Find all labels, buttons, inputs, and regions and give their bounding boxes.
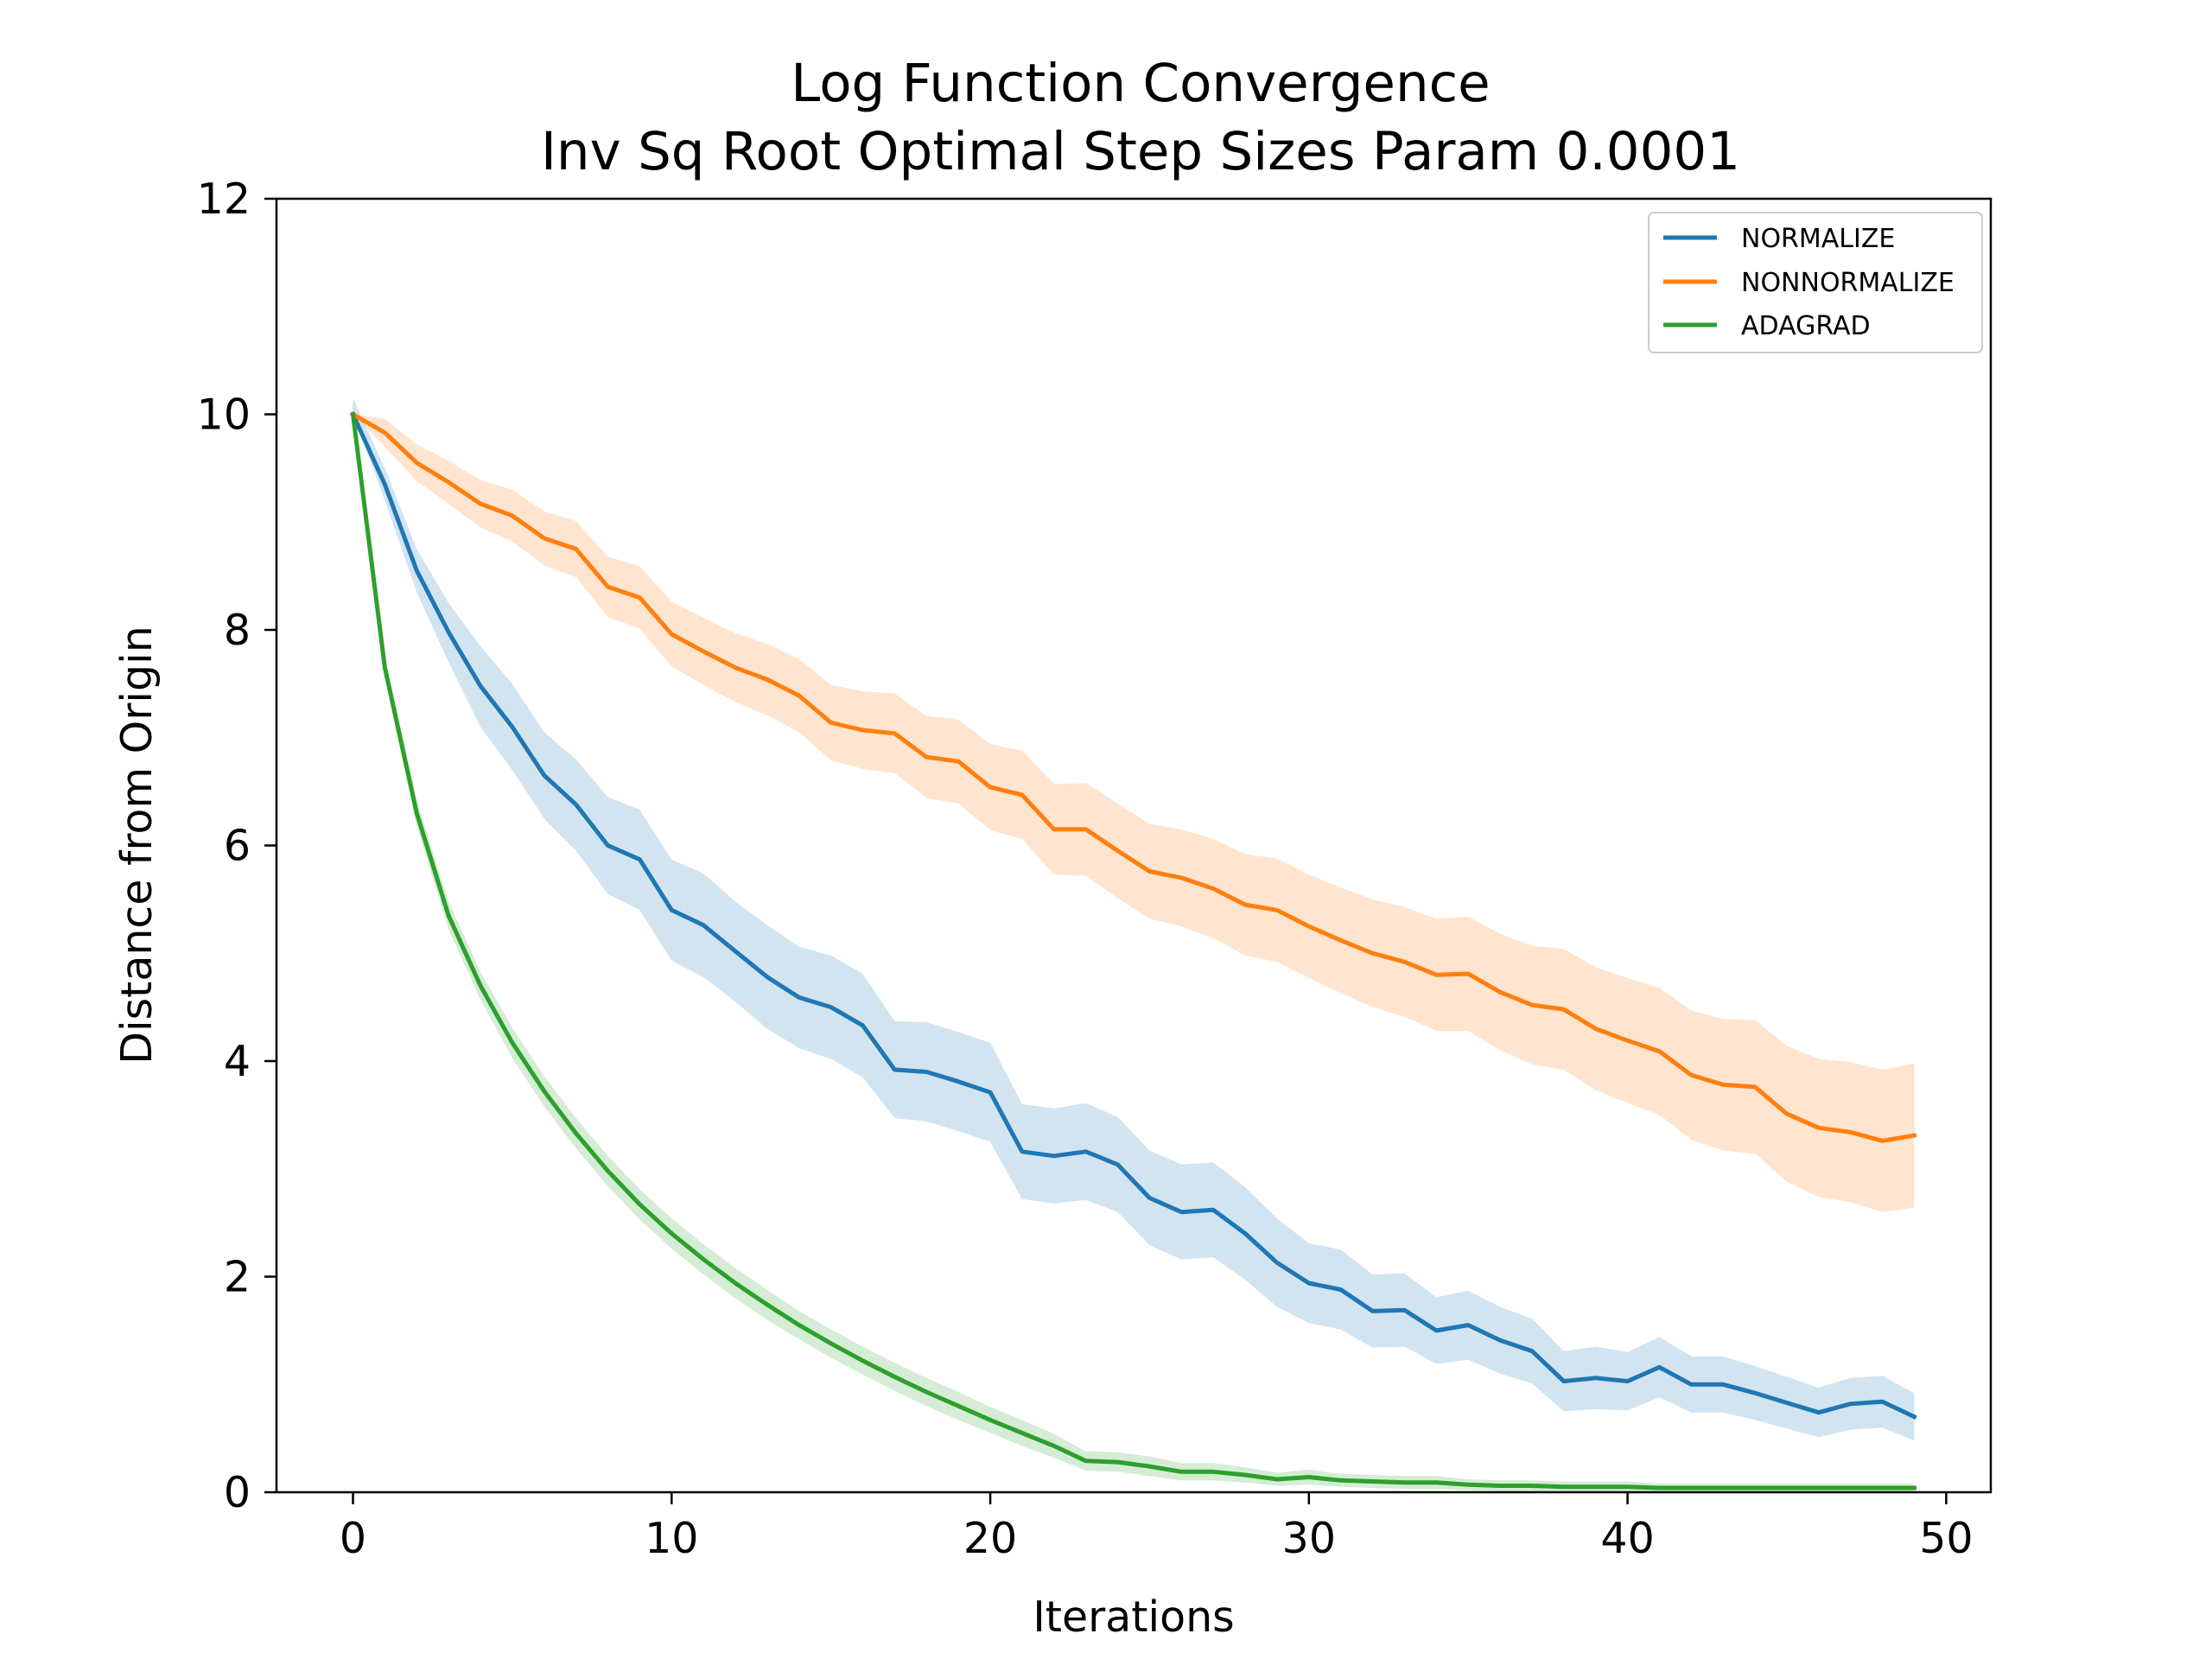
legend-label-nonnormalize: NONNORMALIZE [1741,268,1955,298]
y-tick-label: 2 [224,1253,251,1302]
band-normalize [353,397,1915,1441]
y-tick-label: 4 [224,1037,251,1086]
y-tick-label: 10 [197,391,251,440]
series-line-adagrad [350,411,1916,1491]
y-tick-label: 12 [197,175,251,224]
x-tick-label: 0 [340,1514,366,1563]
legend: NORMALIZE NONNORMALIZE ADAGRAD [1648,212,1983,353]
x-tick-label: 50 [1919,1514,1973,1563]
x-tick-label: 40 [1600,1514,1654,1563]
legend-label-normalize: NORMALIZE [1741,224,1895,254]
x-tick-label: 20 [963,1514,1017,1563]
x-tick-label: 10 [645,1514,698,1563]
series-line-normalize [350,411,1917,1421]
y-tick-label: 0 [224,1468,251,1517]
legend-box [1648,212,1983,353]
confidence-bands [353,397,1915,1492]
series-line-nonnormalize [350,411,1917,1143]
x-tick-label: 30 [1282,1514,1336,1563]
axis-ticks: 0 10 20 30 40 50 0 2 4 6 8 10 12 [197,175,1974,1563]
y-tick-label: 6 [224,822,251,871]
x-axis-label: Iterations [1033,1592,1234,1642]
series-lines [350,411,1917,1491]
y-axis-label: Distance from Origin [112,626,162,1065]
band-nonnormalize [353,414,1915,1212]
chart-title: Log Function Convergence [791,53,1490,114]
y-tick-label: 8 [224,606,251,655]
plot-frame [275,197,1993,1494]
legend-label-adagrad: ADAGRAD [1741,311,1871,341]
chart-subtitle: Inv Sq Root Optimal Step Sizes Param 0.0… [541,121,1740,182]
